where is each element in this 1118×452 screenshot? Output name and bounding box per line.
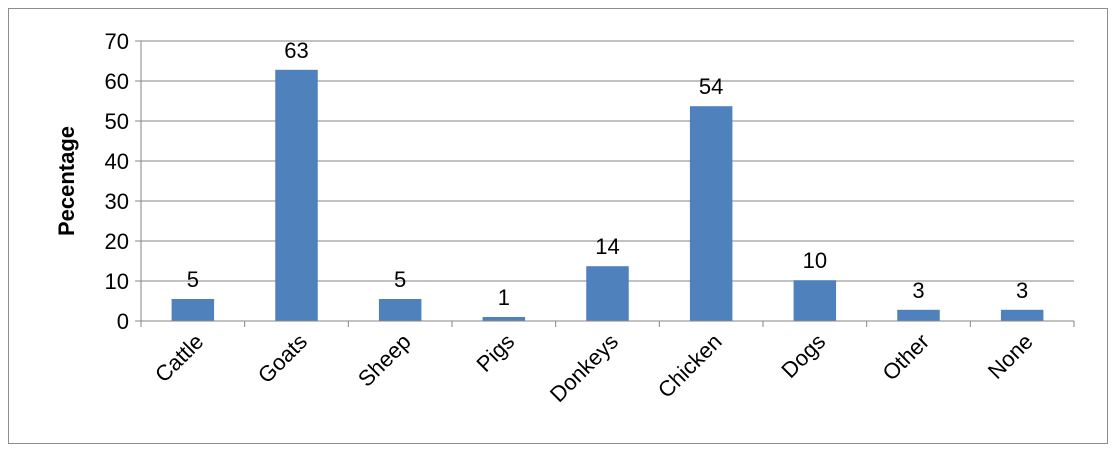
- y-tick-label: 0: [117, 309, 129, 334]
- x-tick-label-other: Other: [877, 329, 934, 386]
- y-tick-label: 10: [105, 269, 129, 294]
- data-label-goats: 63: [284, 38, 308, 63]
- y-tick-label: 60: [105, 69, 129, 94]
- y-tick-label: 70: [105, 29, 129, 54]
- bar-chicken: [689, 106, 733, 321]
- labels: 0 10 20 30 40 50 60 70 5 Cattle 63 Goats 5 Sheep 1 Pigs…: [105, 29, 1038, 407]
- bar-donkeys: [586, 266, 629, 321]
- data-label-dogs: 10: [803, 248, 827, 273]
- x-tick-label-donkeys: Donkeys: [545, 329, 623, 407]
- bar-pigs: [482, 317, 526, 321]
- x-tick-label-chicken: Chicken: [653, 329, 727, 403]
- bar-dogs: [793, 280, 837, 321]
- data-label-pigs: 1: [498, 285, 510, 310]
- bar-cattle: [171, 299, 215, 321]
- y-tick-label: 20: [105, 229, 129, 254]
- y-axis-title: Pecentage: [54, 126, 79, 236]
- x-tick-label-pigs: Pigs: [471, 329, 519, 377]
- data-label-chicken: 54: [699, 74, 723, 99]
- bar-sheep: [378, 299, 422, 321]
- x-tick-label-sheep: Sheep: [353, 329, 416, 392]
- data-label-other: 3: [912, 278, 924, 303]
- bar-goats: [275, 69, 318, 321]
- x-tick-label-none: None: [983, 329, 1038, 384]
- y-tick-label: 50: [105, 109, 129, 134]
- data-label-donkeys: 14: [595, 234, 619, 259]
- y-tick-label: 40: [105, 149, 129, 174]
- x-tick-label-goats: Goats: [253, 329, 312, 388]
- data-label-cattle: 5: [187, 267, 199, 292]
- bars: [171, 69, 1044, 321]
- bar-other: [897, 309, 940, 321]
- y-tick-label: 30: [105, 189, 129, 214]
- x-tick-label-dogs: Dogs: [776, 329, 830, 383]
- data-label-none: 3: [1016, 278, 1028, 303]
- bar-none: [1000, 309, 1044, 321]
- axes: [135, 40, 1075, 327]
- x-tick-label-cattle: Cattle: [150, 329, 208, 387]
- data-label-sheep: 5: [394, 267, 406, 292]
